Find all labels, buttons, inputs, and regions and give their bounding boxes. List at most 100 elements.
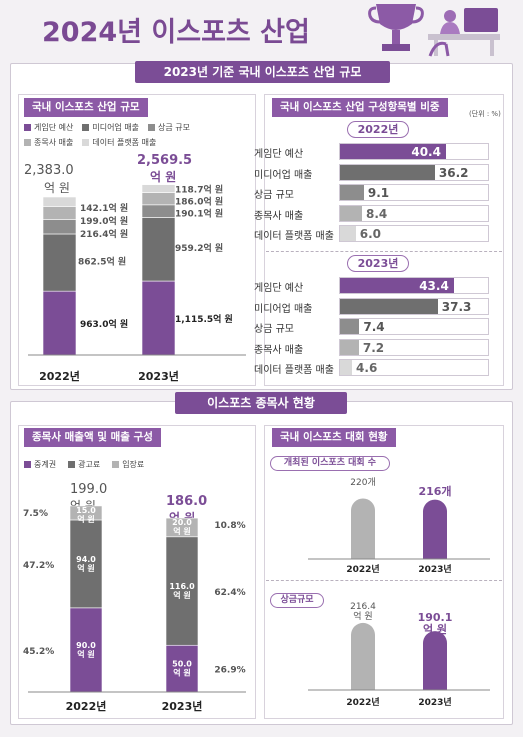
tournament-tag: 국내 이스포츠 대회 현황 — [272, 428, 396, 447]
composition-value: 7.4 — [363, 320, 385, 334]
page-title: 2024년 이스포츠 산업 — [42, 17, 310, 48]
bar — [351, 498, 375, 559]
gamer-at-desk-icon — [428, 8, 500, 57]
composition-bar — [340, 360, 353, 375]
legend-publisher: 종목사 매출 — [24, 137, 73, 148]
composition-row-label: 게임단 예산 — [254, 149, 304, 160]
bar-segment — [42, 219, 77, 235]
composition-row-label: 상금 규모 — [254, 190, 294, 201]
pill-2022: 2022년 — [347, 121, 409, 138]
composition-bar — [340, 298, 438, 314]
bar-label: 1,115.5억 원 — [175, 313, 233, 325]
composition-bar — [340, 205, 363, 221]
legend-data-platform: 데이터 플랫폼 매출 — [82, 137, 156, 148]
bar-label: 116.0 억 원 — [169, 582, 195, 600]
composition-row-label: 미디어업 매출 — [254, 303, 313, 315]
composition-row-track: 7.4 — [339, 318, 489, 335]
composition-row-label: 종목사 매출 — [254, 210, 304, 222]
category-label: 2023년 — [418, 563, 451, 575]
bar-segment — [42, 290, 77, 356]
composition-value: 7.2 — [362, 340, 385, 355]
tournament-chart: 220개 2022년 216개 2023년 216.4 억 원 2022년 190.1 억 원 2… — [308, 477, 490, 708]
total-2023: 2,569.5 — [137, 153, 193, 168]
bar-label: 118.7억 원 — [175, 184, 223, 196]
category-label: 2022년 — [66, 699, 107, 713]
composition-value: 4.6 — [356, 361, 378, 375]
publisher-sales-panel — [18, 425, 256, 719]
bar-segment — [165, 517, 199, 538]
swatch — [82, 139, 90, 146]
legend-team-budget: 게임단 예산 — [24, 122, 73, 133]
bar-label: 959.2억 원 — [175, 242, 223, 254]
composition-bar — [340, 339, 359, 355]
industry-banner: 2023년 기준 국내 이스포츠 산업 규모 — [135, 61, 390, 83]
bar-label: 220개 — [350, 477, 375, 488]
composition-row: 종목사 매출 8.4 — [254, 204, 504, 223]
category-label: 2023년 — [138, 369, 179, 383]
category-label: 2022년 — [346, 563, 379, 575]
bar-label: 963.0억 원 — [80, 318, 128, 330]
composition-row-track: 4.6 — [339, 359, 489, 376]
trophy-icon — [368, 4, 424, 51]
composition-row: 미디어업 매출 36.2 — [254, 163, 504, 182]
bar-segment — [69, 505, 103, 521]
percent-label: 62.4% — [214, 588, 245, 598]
bar-label: 216.4억 원 — [80, 228, 128, 240]
bar-label: 50.0 억 원 — [172, 660, 192, 678]
composition-unit: (단위 : %) — [469, 110, 501, 118]
industry-scale-tag: 국내 이스포츠 산업 규모 — [24, 98, 148, 117]
category-label: 2022년 — [346, 696, 379, 708]
publisher-sales-legend: 중계권 광고료 입장료 — [24, 459, 144, 470]
composition-bar — [340, 144, 446, 159]
total-2022: 2,383.0 — [24, 163, 74, 178]
composition-row: 상금 규모 7.4 — [254, 318, 504, 336]
bar-segment — [42, 233, 77, 292]
tournament-divider — [266, 580, 502, 581]
legend-media: 미디어업 매출 — [82, 122, 139, 133]
percent-label: 26.9% — [214, 666, 245, 676]
pill-2023: 2023년 — [347, 255, 409, 272]
tournament-panel — [264, 425, 504, 719]
sales-total-2022: 199.0 — [70, 482, 108, 497]
bar — [423, 631, 447, 690]
industry-scale-legend: 게임단 예산 미디어업 매출 상금 규모 종목사 매출 데이터 플랫폼 매출 — [24, 122, 254, 148]
composition-row-track: 40.4 — [339, 143, 489, 160]
bar-segment — [165, 644, 199, 693]
bar-label: 216개 — [418, 484, 451, 498]
swatch — [24, 124, 31, 131]
legend-broadcast-rights: 중계권 — [24, 459, 56, 470]
bar-label: 15.0 억 원 — [76, 506, 96, 524]
category-label: 2022년 — [39, 369, 80, 383]
legend-advertising: 광고료 — [68, 459, 100, 470]
composition-row-label: 데이터 플랫폼 매출 — [254, 231, 334, 242]
composition-divider — [266, 251, 502, 252]
composition-bar — [340, 185, 364, 200]
prize-pill: 상금규모 — [270, 593, 324, 608]
composition-bar — [340, 278, 454, 293]
percent-label: 10.8% — [214, 521, 245, 531]
swatch — [24, 139, 31, 146]
composition-row: 게임단 예산 43.4 — [254, 277, 504, 295]
publisher-sales-tag: 종목사 매출액 및 매출 구성 — [24, 428, 161, 447]
swatch — [68, 461, 76, 468]
composition-row: 데이터 플랫폼 매출 6.0 — [254, 225, 504, 243]
composition-row-track: 6.0 — [339, 225, 489, 242]
composition-bar — [340, 226, 356, 241]
swatch — [148, 124, 156, 131]
composition-row-label: 데이터 플랫폼 매출 — [254, 365, 334, 376]
composition-row: 데이터 플랫폼 매출 4.6 — [254, 359, 504, 377]
category-label: 2023년 — [418, 696, 451, 708]
bar-label: 20.0 억 원 — [172, 518, 192, 536]
publisher-sales-chart: 90.0 억 원 45.2% 94.0 억 원 47.2% 15.0 억 원 7.5% 2022년… — [23, 505, 246, 713]
composition-row-track: 37.3 — [339, 297, 489, 315]
sales-total-2023: 186.0 — [166, 494, 208, 509]
percent-label: 45.2% — [23, 647, 54, 657]
composition-bar — [340, 319, 360, 334]
swatch — [82, 124, 90, 131]
bar-segment — [42, 196, 77, 207]
composition-tag: 국내 이스포츠 산업 구성항목별 비중 — [272, 98, 448, 117]
composition-row-track: 36.2 — [339, 163, 489, 181]
composition-value: 6.0 — [359, 227, 381, 241]
composition-value: 43.4 — [419, 279, 449, 293]
